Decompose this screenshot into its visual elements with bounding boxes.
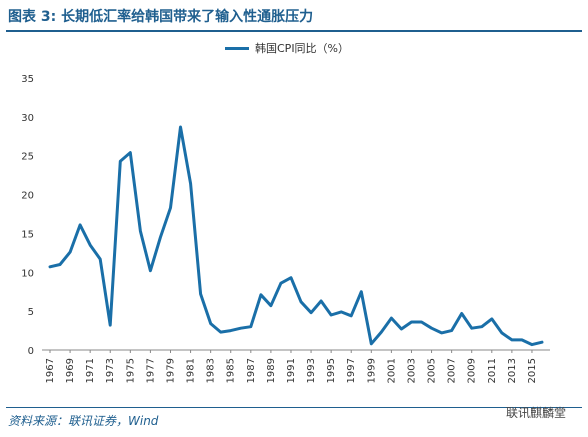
title-divider	[6, 30, 582, 32]
x-tick-label: 2003	[406, 358, 417, 383]
y-tick-label: 5	[28, 307, 34, 318]
x-tick-label: 1983	[206, 358, 217, 383]
x-tick-label: 1971	[85, 358, 96, 383]
x-tick-label: 1967	[45, 358, 56, 383]
x-tick-label: 1977	[145, 358, 156, 383]
x-tick-label: 2013	[507, 358, 518, 383]
y-tick-label: 15	[21, 229, 34, 240]
x-tick-label: 1987	[246, 358, 257, 383]
x-tick-label: 1989	[266, 358, 277, 383]
y-tick-label: 10	[21, 268, 34, 279]
x-tick-label: 1969	[65, 358, 76, 383]
x-tick-label: 1979	[165, 358, 176, 383]
y-tick-label: 20	[21, 191, 34, 202]
x-tick-label: 1985	[226, 358, 237, 383]
series-line	[48, 125, 544, 347]
x-tick-label: 2009	[467, 358, 478, 383]
source-note: 资料来源：联讯证券，Wind	[8, 414, 159, 428]
x-tick-label: 2015	[527, 358, 538, 383]
x-tick-label: 2001	[386, 358, 397, 383]
y-tick-label: 0	[28, 346, 34, 357]
source-divider	[6, 407, 582, 408]
legend-swatch	[225, 46, 249, 50]
x-tick-label: 2007	[447, 358, 458, 383]
x-tick-label: 2011	[487, 358, 498, 383]
x-tick-label: 1993	[306, 358, 317, 383]
x-tick-label: 1997	[346, 358, 357, 383]
x-tick-label: 1995	[326, 358, 337, 383]
legend: 韩国CPI同比（%）	[225, 40, 349, 56]
x-tick-label: 1973	[105, 358, 116, 383]
x-tick-label: 1975	[125, 358, 136, 383]
y-tick-label: 35	[21, 74, 34, 85]
x-tick-label: 2005	[427, 358, 438, 383]
y-tick-label: 25	[21, 152, 34, 163]
watermark: 联讯麒麟堂	[505, 406, 566, 420]
x-tick-label: 1991	[286, 358, 297, 383]
x-tick-label: 1981	[186, 358, 197, 383]
y-tick-label: 30	[21, 113, 34, 124]
x-tick-label: 1999	[366, 358, 377, 383]
chart-title: 图表 3: 长期低汇率给韩国带来了输入性通胀压力	[8, 9, 314, 25]
legend-label: 韩国CPI同比（%）	[255, 42, 350, 55]
